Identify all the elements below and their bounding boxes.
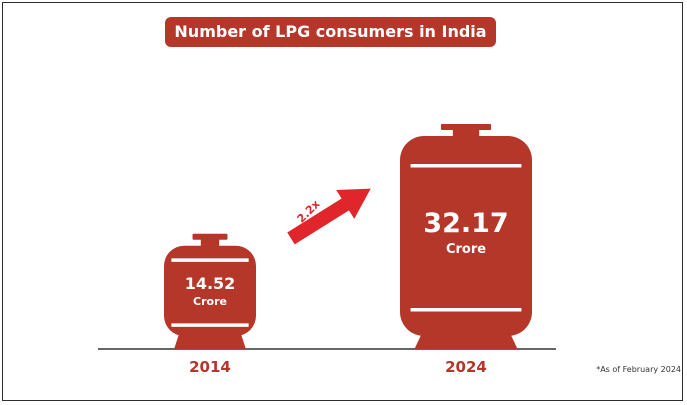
cylinder-band-bottom [410, 308, 522, 312]
footnote: *As of February 2024 [596, 365, 681, 374]
cylinder-band-top [410, 164, 522, 168]
cylinder-band-bottom [171, 323, 249, 327]
data-label-value: 32.17 [423, 208, 508, 239]
cylinder-neck [200, 238, 220, 247]
data-label-value: 14.52 [185, 274, 236, 293]
cylinder-cap [192, 233, 228, 240]
x-tick-label: 2024 [445, 358, 487, 376]
chart-title: Number of LPG consumers in India [165, 17, 496, 47]
cylinder-band-top [171, 258, 249, 262]
data-label-unit: Crore [193, 295, 227, 308]
cylinder-foot [174, 332, 246, 349]
cylinder-body [164, 245, 256, 336]
arrow-shape [287, 188, 371, 245]
cylinder-cap [440, 124, 492, 130]
x-tick-label: 2014 [189, 358, 231, 376]
growth-arrow [287, 188, 371, 245]
cylinder-body [400, 136, 532, 336]
bar-cylinder-2014: 14.52 Crore 2014 [164, 233, 256, 376]
data-label-unit: Crore [446, 242, 486, 257]
cylinder-neck [452, 129, 480, 137]
cylinder-foot [414, 332, 518, 349]
bar-cylinder-2024: 32.17 Crore 2024 [400, 124, 532, 376]
